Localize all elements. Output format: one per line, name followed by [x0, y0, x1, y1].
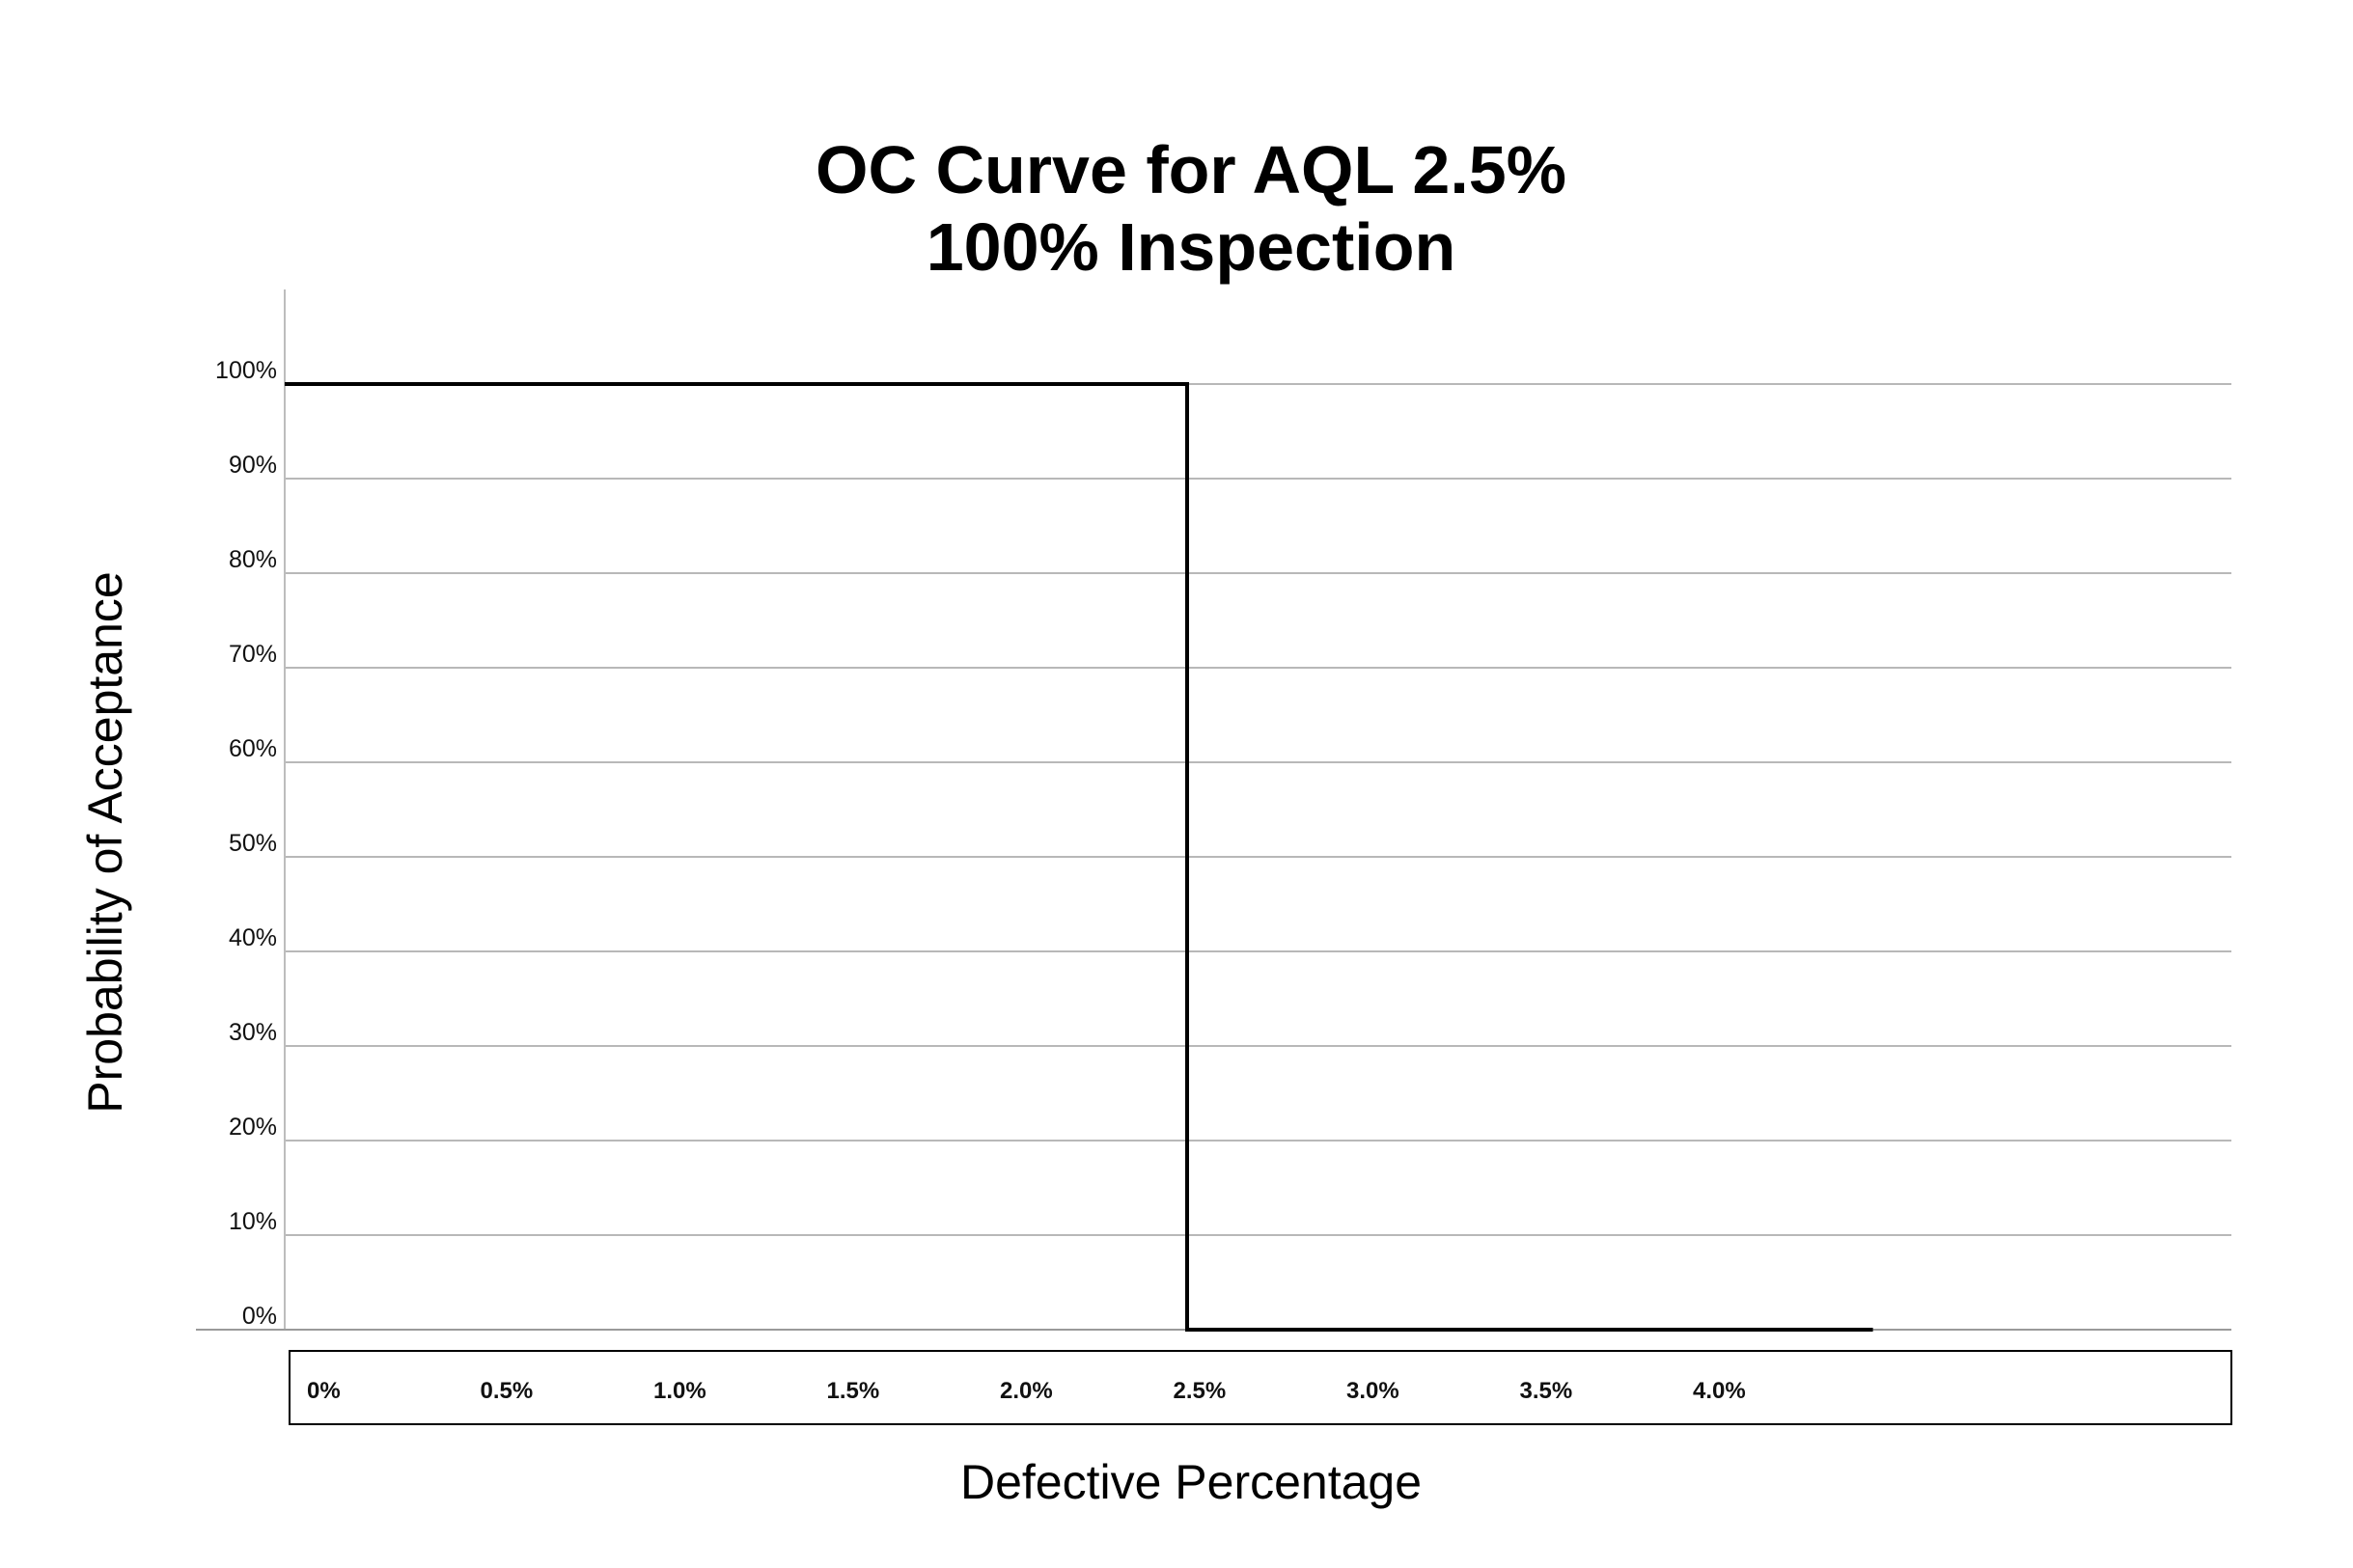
- x-axis-label: Defective Percentage: [960, 1455, 1422, 1509]
- x-tick-label: 4.0%: [1693, 1378, 1746, 1404]
- x-tick-label: 3.0%: [1346, 1378, 1399, 1404]
- y-tick-label: 80%: [229, 546, 277, 573]
- y-tick-label: 20%: [229, 1114, 277, 1141]
- x-tick-label: 1.5%: [827, 1378, 880, 1404]
- gridlines: [285, 383, 2231, 1236]
- x-tick-label: 3.5%: [1520, 1378, 1573, 1404]
- y-axis-label: Probability of Acceptance: [78, 571, 132, 1113]
- x-axis-box: 0% 0.5% 1.0% 1.5% 2.0% 2.5% 3.0% 3.5% 4.0%: [289, 1350, 2232, 1425]
- x-tick-label: 0%: [307, 1378, 341, 1404]
- series-lines: [285, 382, 1873, 1332]
- y-tick-label: 70%: [229, 641, 277, 668]
- y-tick-label: 100%: [215, 357, 277, 384]
- chart-title: OC Curve for AQL 2.5%100% Inspection: [816, 132, 1566, 285]
- y-tick-label: 30%: [229, 1019, 277, 1046]
- axes: [196, 289, 2231, 1331]
- y-tick-labels: 0% 10% 20% 30% 40% 50% 60% 70% 80% 90% 100%: [215, 357, 277, 1330]
- y-tick-label: 10%: [229, 1208, 277, 1235]
- y-tick-label: 40%: [229, 924, 277, 951]
- y-tick-label: 60%: [229, 735, 277, 762]
- y-tick-label: 50%: [229, 830, 277, 857]
- x-tick-label: 1.0%: [653, 1378, 706, 1404]
- x-tick-label: 2.0%: [1000, 1378, 1053, 1404]
- x-tick-label: 2.5%: [1174, 1378, 1227, 1404]
- x-tick-label: 0.5%: [481, 1378, 534, 1404]
- series-line-1: [285, 382, 1873, 1332]
- y-tick-label: 90%: [229, 452, 277, 479]
- chart-title-line-2: 100% Inspection: [927, 209, 1456, 285]
- chart-title-line-1: OC Curve for AQL 2.5%: [816, 132, 1566, 207]
- y-tick-label: 0%: [242, 1303, 277, 1330]
- axis-labels: Defective Percentage Probability of Accep…: [78, 571, 1422, 1509]
- x-axis-label-box: [289, 1350, 2232, 1425]
